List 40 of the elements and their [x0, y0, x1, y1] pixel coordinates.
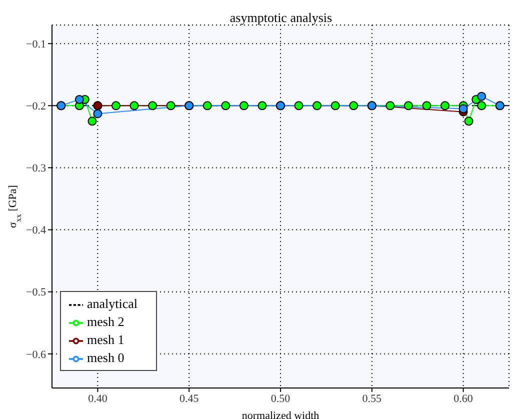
x-axis-title: normalized width — [242, 410, 320, 419]
y-tick-label: −0.5 — [26, 286, 46, 299]
point — [148, 101, 158, 110]
point — [166, 101, 176, 110]
point — [477, 92, 486, 101]
y-tick-label: −0.2 — [26, 100, 46, 113]
legend-label: mesh 1 — [87, 332, 124, 347]
point — [464, 116, 474, 126]
point — [422, 101, 432, 110]
legend-label: analytical — [87, 296, 138, 311]
point — [239, 101, 248, 110]
chart-title: asymptotic analysis — [228, 10, 334, 26]
point — [221, 101, 230, 110]
x-tick-label: 0.55 — [362, 392, 382, 405]
point — [93, 109, 102, 118]
y-tick-label: −0.3 — [26, 162, 46, 175]
point — [294, 101, 304, 110]
point — [202, 101, 212, 110]
point — [404, 101, 413, 110]
x-tick-label: 0.50 — [270, 392, 291, 405]
point — [111, 101, 120, 110]
point — [440, 101, 450, 110]
point — [74, 94, 84, 104]
legend-label: mesh 2 — [87, 314, 124, 329]
y-tick-label: −0.1 — [26, 38, 46, 51]
y-tick-label: −0.4 — [26, 224, 46, 237]
point — [458, 104, 468, 114]
point — [386, 101, 395, 110]
point — [258, 101, 267, 110]
x-tick-label: 0.45 — [179, 392, 200, 405]
point — [330, 101, 340, 110]
point — [130, 101, 139, 110]
x-tick-label: 0.60 — [454, 392, 474, 405]
x-tick-label: 0.40 — [88, 392, 108, 405]
point — [477, 101, 486, 110]
legend-label: mesh 0 — [87, 350, 124, 365]
point — [312, 101, 322, 110]
point — [88, 116, 97, 126]
y-tick-label: −0.6 — [26, 348, 46, 361]
point — [349, 101, 358, 110]
